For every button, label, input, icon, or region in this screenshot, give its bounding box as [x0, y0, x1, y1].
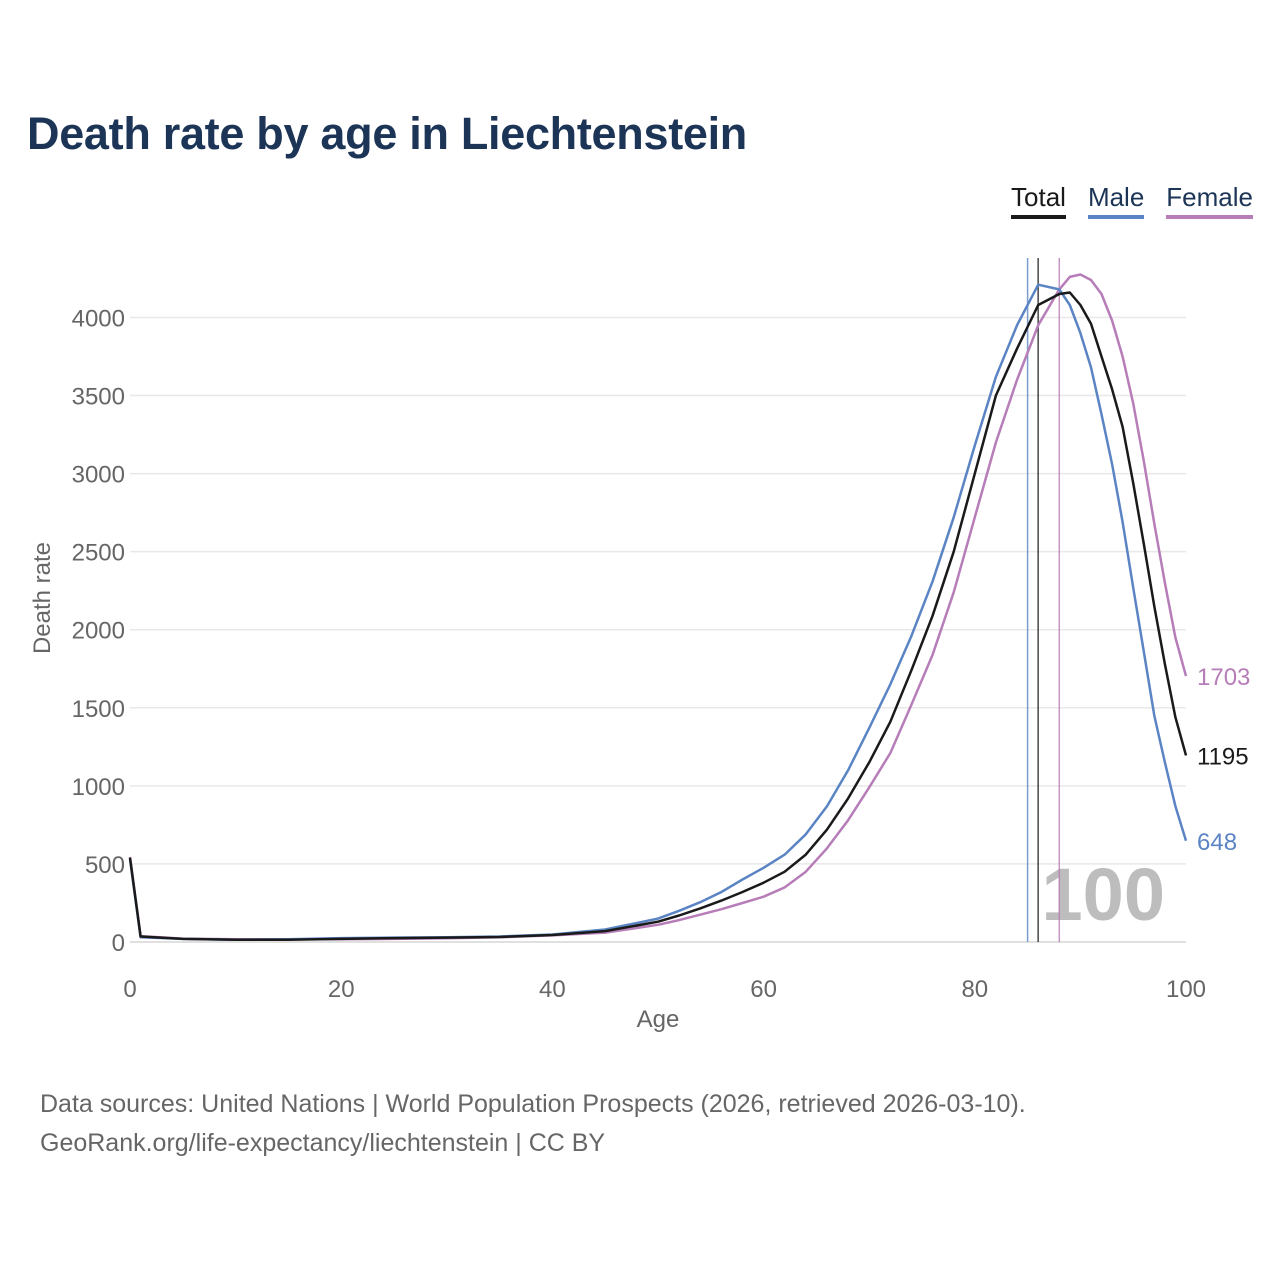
credit-note: GeoRank.org/life-expectancy/liechtenstei…: [40, 1129, 606, 1157]
x-axis-title: Age: [637, 1006, 680, 1033]
legend-item-male[interactable]: Male: [1087, 182, 1145, 219]
y-tick-label: 3000: [72, 462, 125, 489]
x-tick-label: 100: [1166, 976, 1206, 1003]
y-tick-label: 2000: [72, 618, 125, 645]
y-tick-label: 0: [112, 930, 125, 957]
x-tick-label: 0: [123, 976, 136, 1003]
x-tick-label: 40: [539, 976, 566, 1003]
x-tick-label: 20: [328, 976, 355, 1003]
data-source-note: Data sources: United Nations | World Pop…: [40, 1090, 1026, 1118]
footer: Data sources: United Nations | World Pop…: [40, 1085, 1026, 1163]
series-line-total: [128, 291, 1188, 941]
end-label-male: 648: [1197, 829, 1237, 856]
legend-item-total[interactable]: Total: [1011, 182, 1066, 219]
legend-item-female[interactable]: Female: [1166, 182, 1253, 219]
y-axis-title: Death rate: [29, 542, 56, 654]
y-tick-label: 3500: [72, 384, 125, 411]
x-tick-label: 60: [750, 976, 777, 1003]
end-label-female: 1703: [1197, 664, 1250, 691]
y-tick-label: 4000: [72, 305, 125, 332]
x-tick-label: 80: [961, 976, 988, 1003]
y-tick-label: 500: [85, 852, 125, 879]
chart-title: Death rate by age in Liechtenstein: [27, 108, 747, 159]
end-label-total: 1195: [1197, 743, 1249, 770]
year-watermark: 100: [1042, 853, 1165, 936]
y-tick-label: 1000: [72, 774, 125, 801]
y-tick-label: 2500: [72, 540, 125, 567]
legend: Total Male Female: [1011, 182, 1253, 219]
y-tick-label: 1500: [72, 696, 125, 723]
